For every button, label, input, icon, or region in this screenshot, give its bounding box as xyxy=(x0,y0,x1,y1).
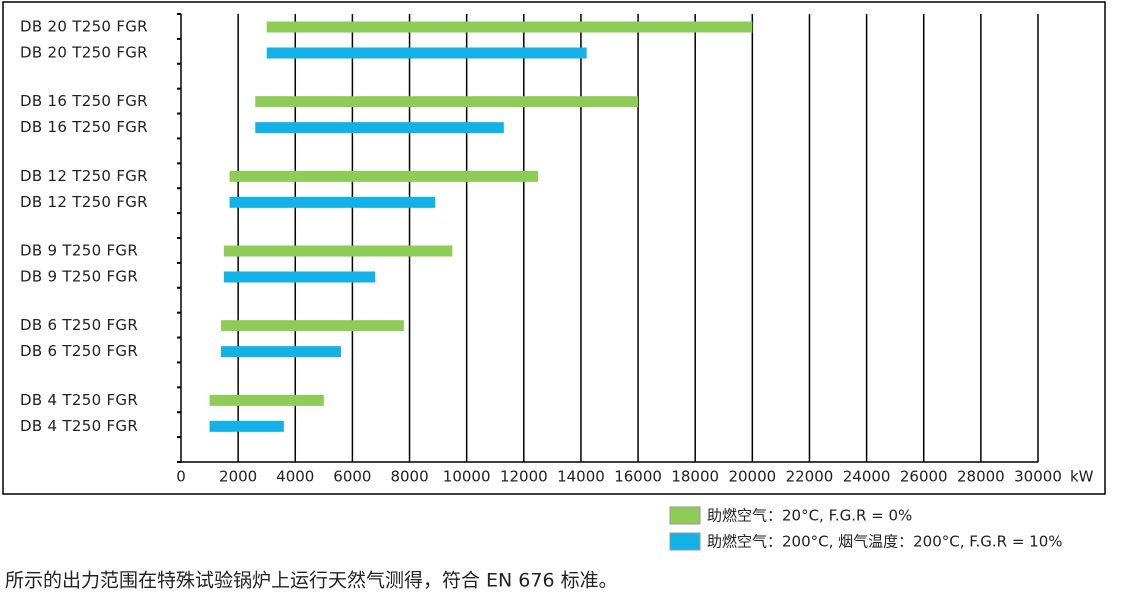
footnote: 所示的出力范围在特殊试验锅炉上运行天然气测得，符合 EN 676 标准。 xyxy=(5,570,618,592)
x-tick-label: 4000 xyxy=(276,468,314,486)
x-tick-label: 12000 xyxy=(500,468,548,486)
x-tick-label: 20000 xyxy=(728,468,776,486)
y-tick-label: DB 9 T250 FGR xyxy=(20,268,138,286)
x-tick-label: 28000 xyxy=(957,468,1005,486)
x-tick-label: 26000 xyxy=(900,468,948,486)
y-tick-label: DB 6 T250 FGR xyxy=(20,342,138,360)
x-tick-label: 24000 xyxy=(843,468,891,486)
x-unit: kW xyxy=(1070,468,1094,486)
bar xyxy=(220,320,404,332)
bar xyxy=(255,96,639,108)
x-tick-label: 14000 xyxy=(557,468,605,486)
bar xyxy=(266,47,587,59)
bar xyxy=(229,196,436,208)
y-tick-label: DB 20 T250 FGR xyxy=(20,18,148,36)
y-tick-label: DB 20 T250 FGR xyxy=(20,44,148,62)
bar xyxy=(255,122,504,134)
bar xyxy=(266,21,753,33)
bar xyxy=(223,271,376,283)
chart-frame xyxy=(2,1,1106,495)
y-tick-label: DB 12 T250 FGR xyxy=(20,193,148,211)
y-tick-label: DB 9 T250 FGR xyxy=(20,242,138,260)
y-tick-label: DB 6 T250 FGR xyxy=(20,316,138,334)
x-tick-label: 22000 xyxy=(786,468,834,486)
x-tick-label: 2000 xyxy=(219,468,257,486)
legend-label: 助燃空气：200°C, 烟气温度：200°C, F.G.R = 10% xyxy=(707,533,1063,551)
x-tick-label: 0 xyxy=(176,468,186,486)
y-tick-label: DB 4 T250 FGR xyxy=(20,417,138,435)
x-tick-label: 10000 xyxy=(443,468,491,486)
x-tick-label: 18000 xyxy=(671,468,719,486)
y-tick-label: DB 16 T250 FGR xyxy=(20,92,148,110)
y-tick-label: DB 12 T250 FGR xyxy=(20,167,148,185)
x-tick-label: 30000 xyxy=(1014,468,1062,486)
legend-label: 助燃空气：20°C, F.G.R = 0% xyxy=(707,507,912,525)
bar xyxy=(209,394,324,406)
legend-swatch xyxy=(669,506,701,525)
x-tick-label: 8000 xyxy=(390,468,428,486)
y-tick-label: DB 16 T250 FGR xyxy=(20,118,148,136)
y-tick-label: DB 4 T250 FGR xyxy=(20,391,138,409)
bar xyxy=(220,346,341,358)
x-tick-label: 6000 xyxy=(333,468,371,486)
bar xyxy=(223,245,453,257)
legend-swatch xyxy=(669,532,701,551)
bar xyxy=(229,170,539,182)
bar xyxy=(209,420,284,432)
x-tick-label: 16000 xyxy=(614,468,662,486)
